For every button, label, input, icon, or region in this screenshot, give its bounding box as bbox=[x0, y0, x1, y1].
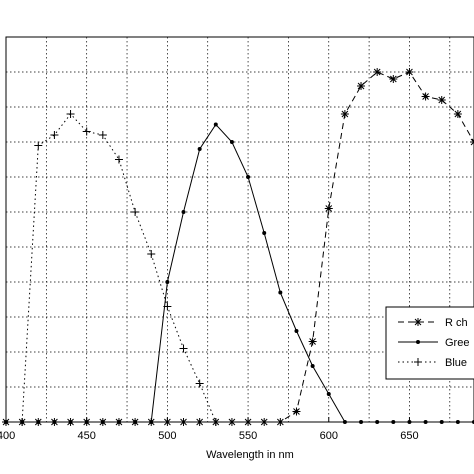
x-tick-label: 600 bbox=[320, 430, 338, 442]
legend-label-blue: Blue bbox=[445, 357, 467, 369]
series-0-point bbox=[389, 75, 398, 83]
legend-sample-marker-2 bbox=[414, 358, 422, 366]
series-1-point bbox=[165, 280, 170, 284]
series-1-point bbox=[294, 329, 299, 333]
series-1-point bbox=[262, 231, 267, 235]
series-0-point bbox=[308, 337, 317, 346]
series-0-point bbox=[357, 82, 366, 90]
series-2-point bbox=[66, 110, 75, 118]
x-tick-label: 450 bbox=[78, 430, 96, 442]
legend-label-r: R ch bbox=[445, 317, 468, 329]
series-1-point bbox=[229, 140, 234, 144]
series-0-point bbox=[340, 110, 349, 118]
x-tick-label: 550 bbox=[239, 430, 257, 442]
x-tick-label: 400 bbox=[0, 430, 15, 442]
legend: R ch Gree Blue bbox=[385, 306, 474, 380]
series-0-point bbox=[373, 68, 382, 76]
series-2-point bbox=[98, 131, 107, 139]
series-0-point bbox=[453, 110, 462, 118]
series-0-point bbox=[421, 92, 430, 101]
series-2-point bbox=[179, 344, 188, 353]
legend-sample-marker-1 bbox=[416, 340, 420, 344]
series-line-2 bbox=[6, 113, 217, 423]
series-2-point bbox=[163, 302, 172, 311]
series-2-point bbox=[82, 127, 91, 136]
legend-box bbox=[385, 306, 474, 380]
series-0-point bbox=[324, 204, 333, 213]
legend-label-green: Gree bbox=[445, 337, 469, 349]
series-1-point bbox=[278, 290, 283, 295]
legend-samples bbox=[398, 318, 438, 366]
x-tick-label: 650 bbox=[400, 430, 418, 442]
series-1-point bbox=[213, 122, 218, 127]
series-1-point bbox=[181, 210, 186, 214]
series-2-point bbox=[34, 141, 43, 150]
series-2-point bbox=[114, 155, 123, 164]
plot-frame bbox=[5, 36, 474, 423]
x-tick-label: 500 bbox=[158, 430, 176, 442]
series-2-point bbox=[147, 250, 156, 258]
series-2-point bbox=[131, 208, 140, 216]
series-0-point bbox=[405, 68, 414, 76]
series-2-point bbox=[195, 379, 204, 388]
x-tick-labels: 400 450 500 550 600 650 bbox=[0, 417, 419, 442]
series-2-point bbox=[50, 131, 59, 139]
series-1-point bbox=[246, 175, 251, 179]
x-axis-label: Wavelength in nm bbox=[206, 449, 294, 461]
series-0-point bbox=[437, 96, 446, 104]
series-1-point bbox=[310, 364, 315, 368]
series-1-point bbox=[197, 147, 202, 151]
series-0-point bbox=[292, 407, 301, 416]
legend-sample-marker-0 bbox=[414, 318, 422, 326]
series-1-point bbox=[326, 392, 331, 396]
